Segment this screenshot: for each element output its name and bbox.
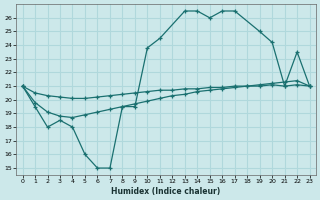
X-axis label: Humidex (Indice chaleur): Humidex (Indice chaleur) bbox=[111, 187, 221, 196]
